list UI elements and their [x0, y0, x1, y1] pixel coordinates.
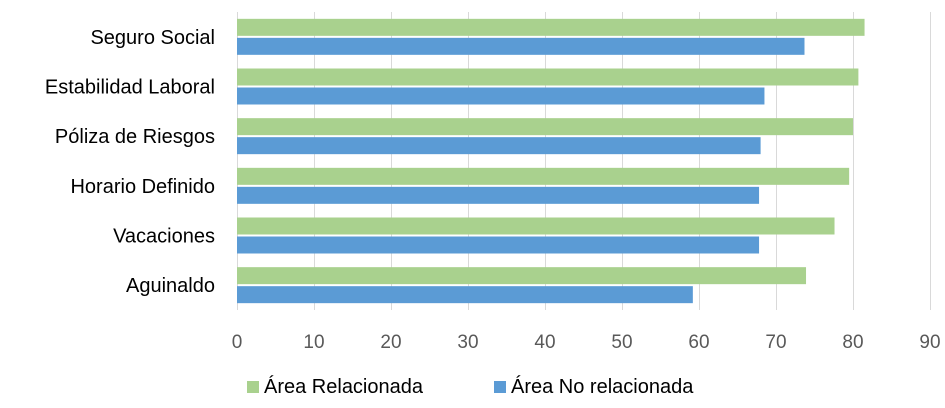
bar-relacionada-2 — [237, 118, 853, 136]
x-tick-label-90: 90 — [919, 332, 940, 353]
legend-item-relacionada-label: Área Relacionada — [264, 375, 424, 398]
category-label-2: Póliza de Riesgos — [55, 126, 215, 148]
category-label-4: Vacaciones — [113, 226, 215, 248]
bars — [237, 18, 865, 304]
bar-no-relacionada-2 — [237, 137, 761, 155]
category-label-3: Horario Definido — [70, 176, 215, 198]
x-tick-label-10: 10 — [303, 332, 324, 353]
bar-relacionada-1 — [237, 68, 859, 86]
x-tick-label-30: 30 — [457, 332, 478, 353]
category-label-0: Seguro Social — [90, 27, 215, 49]
x-tick-label-80: 80 — [842, 332, 863, 353]
bar-relacionada-0 — [237, 18, 865, 36]
bar-no-relacionada-1 — [237, 87, 765, 105]
bar-no-relacionada-3 — [237, 186, 760, 204]
legend-item-no-relacionada-swatch — [494, 381, 506, 393]
x-tick-label-50: 50 — [611, 332, 632, 353]
x-axis-tick-labels: 0 10 20 30 40 50 60 70 80 90 — [232, 332, 941, 353]
bar-no-relacionada-4 — [237, 236, 760, 254]
x-tick-label-70: 70 — [765, 332, 786, 353]
x-tick-label-20: 20 — [380, 332, 401, 353]
x-tick-label-0: 0 — [232, 332, 243, 353]
bar-no-relacionada-5 — [237, 286, 693, 304]
bar-relacionada-5 — [237, 267, 807, 285]
legend-item-no-relacionada-label: Área No relacionada — [511, 375, 694, 398]
bar-relacionada-4 — [237, 217, 835, 235]
bar-no-relacionada-0 — [237, 37, 805, 55]
legend: Área Relacionada Área No relacionada — [247, 375, 694, 398]
x-tick-label-60: 60 — [688, 332, 709, 353]
bar-relacionada-3 — [237, 167, 850, 185]
gridlines — [237, 12, 931, 310]
category-labels: Seguro Social Estabilidad Laboral Póliza d… — [45, 27, 215, 297]
legend-item-relacionada-swatch — [247, 381, 259, 393]
category-label-5: Aguinaldo — [126, 275, 215, 297]
category-label-1: Estabilidad Laboral — [45, 77, 215, 99]
x-tick-label-40: 40 — [534, 332, 555, 353]
